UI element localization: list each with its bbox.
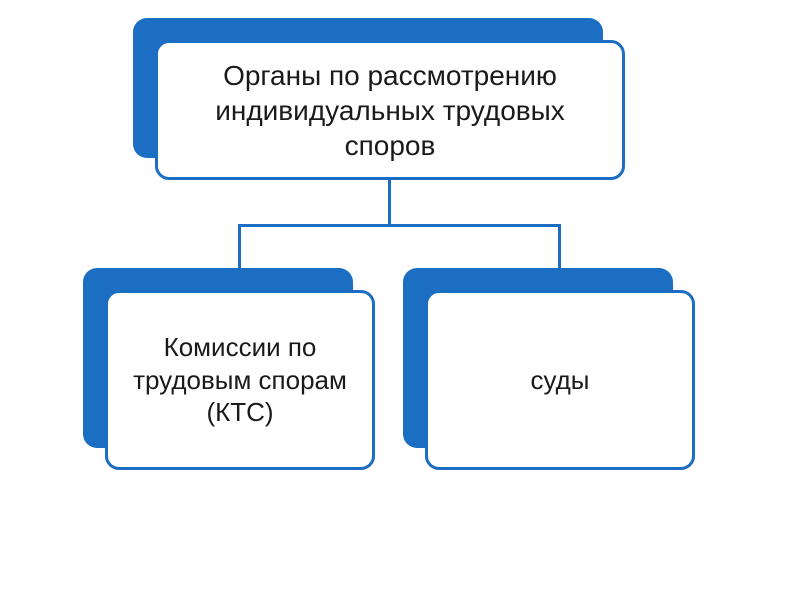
node-right-box: суды bbox=[425, 290, 695, 470]
node-right-label: суды bbox=[531, 364, 590, 397]
node-root-label: Органы по рассмотрению индивидуальных тр… bbox=[170, 58, 610, 163]
node-left-label: Комиссии по трудовым спорам (КТС) bbox=[120, 331, 360, 429]
connector-hbar bbox=[238, 224, 560, 227]
node-root-box: Органы по рассмотрению индивидуальных тр… bbox=[155, 40, 625, 180]
diagram-canvas: Органы по рассмотрению индивидуальных тр… bbox=[0, 0, 800, 600]
connector-trunk bbox=[388, 180, 391, 224]
node-left-box: Комиссии по трудовым спорам (КТС) bbox=[105, 290, 375, 470]
